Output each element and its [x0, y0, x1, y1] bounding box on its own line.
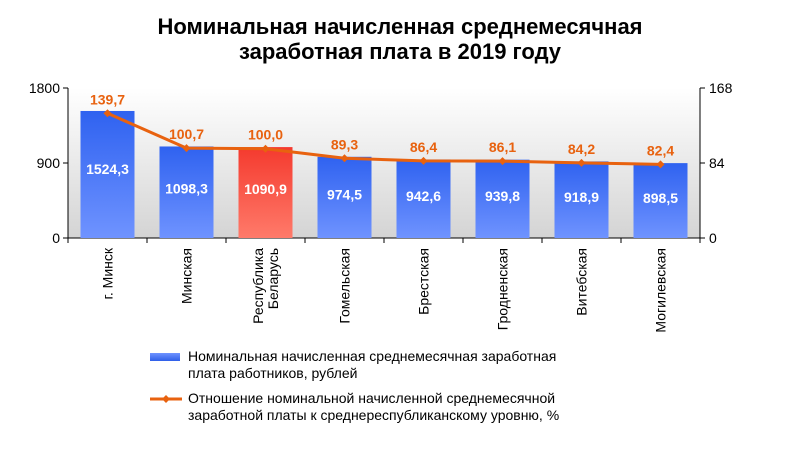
bar	[238, 147, 293, 238]
category-label-line: Гродненская	[495, 248, 511, 330]
category-label: Республика Беларусь	[250, 248, 281, 324]
category-label: Гомельская	[337, 248, 353, 324]
bar-value-label: 1524,3	[86, 161, 129, 177]
category-label: Витебская	[574, 248, 590, 316]
bar-value-label: 939,8	[485, 188, 520, 204]
legend: Номинальная начисленная среднемесячная з…	[150, 348, 790, 432]
category-label: Минская	[179, 248, 195, 304]
bar-value-label: 942,6	[406, 188, 441, 204]
line-point	[498, 157, 507, 166]
bar	[554, 161, 609, 238]
legend-label-line-line-1: Отношение номинальной начисленной средне…	[188, 390, 556, 406]
line-value-label: 86,1	[489, 139, 516, 155]
legend-label-bar: Номинальная начисленная среднемесячная з…	[188, 348, 790, 382]
category-label-line: Витебская	[574, 248, 590, 316]
line-point	[182, 144, 191, 153]
line-point	[103, 109, 112, 118]
bar	[633, 163, 688, 238]
bar-value-label: 974,5	[327, 186, 362, 202]
chart-title: Номинальная начисленная среднемесячная з…	[0, 14, 800, 64]
bar	[317, 156, 372, 238]
y-left-tick-label: 1800	[29, 80, 60, 96]
line-point	[340, 154, 349, 163]
category-label-line: Брестская	[416, 248, 432, 315]
bar-value-label: 1098,3	[165, 181, 208, 197]
legend-label-line-line-2: заработной платы к среднереспубликанском…	[188, 407, 560, 423]
y-right-tick-label: 0	[709, 230, 717, 246]
bar	[80, 110, 135, 238]
y-left-tick-label: 0	[52, 230, 60, 246]
legend-item-line: Отношение номинальной начисленной средне…	[150, 390, 790, 424]
category-label: Могилевская	[653, 248, 669, 333]
line-value-label: 86,4	[410, 139, 437, 155]
line-series	[106, 111, 661, 166]
line-value-label: 100,0	[248, 127, 283, 143]
category-label-line: Гомельская	[337, 248, 353, 324]
chart-title-line-1: Номинальная начисленная среднемесячная	[157, 14, 643, 39]
category-label: Гродненская	[495, 248, 511, 330]
line-point	[577, 158, 586, 167]
line-value-label: 89,3	[331, 136, 358, 152]
line-point	[261, 144, 270, 153]
line-value-label: 84,2	[568, 141, 595, 157]
category-label-line: г. Минск	[100, 247, 116, 299]
bar-value-label: 918,9	[564, 189, 599, 205]
y-right-tick-label: 84	[709, 155, 725, 171]
category-label-line: Могилевская	[653, 248, 669, 333]
chart-title-line-2: заработная плата в 2019 году	[238, 39, 562, 64]
line-point	[419, 156, 428, 165]
bar-value-label: 1090,9	[244, 181, 287, 197]
category-label: г. Минск	[100, 247, 116, 299]
legend-swatch-bar	[150, 353, 180, 361]
bar	[159, 146, 214, 238]
chart-plot: 0 900 1800 0 84 168 1524,3 1098,3 1090,9 974,5 94…	[29, 80, 733, 333]
legend-item-bar: Номинальная начисленная среднемесячная з…	[150, 348, 790, 382]
y-right-tick-label: 168	[709, 80, 733, 96]
line-value-label: 82,4	[647, 142, 674, 158]
y-left-tick-label: 900	[37, 155, 61, 171]
category-label-line: Республика	[250, 248, 266, 324]
line-value-label: 139,7	[90, 91, 125, 107]
bar-value-label: 898,5	[643, 190, 678, 206]
legend-label-bar-line-1: Номинальная начисленная среднемесячная з…	[188, 348, 557, 364]
line-point	[656, 160, 665, 169]
category-label-line: Минская	[179, 248, 195, 304]
line-value-label: 100,7	[169, 126, 204, 142]
legend-label-line: Отношение номинальной начисленной средне…	[188, 390, 790, 424]
legend-label-bar-line-2: плата работников, рублей	[188, 365, 358, 381]
category-label-line: Беларусь	[265, 248, 281, 309]
category-label: Брестская	[416, 248, 432, 315]
legend-swatch-line	[150, 395, 182, 403]
bar	[396, 159, 451, 238]
bar	[475, 159, 530, 238]
